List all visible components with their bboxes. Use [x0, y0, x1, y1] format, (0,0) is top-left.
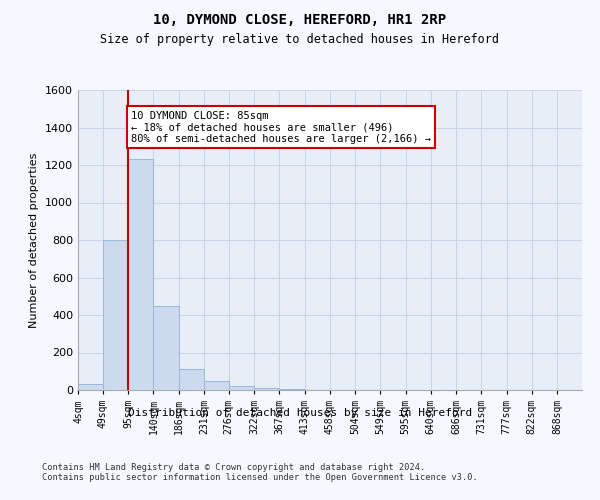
Bar	[154, 306, 179, 390]
Text: Distribution of detached houses by size in Hereford: Distribution of detached houses by size …	[128, 408, 472, 418]
Bar	[229, 386, 254, 390]
Text: Contains HM Land Registry data © Crown copyright and database right 2024.
Contai: Contains HM Land Registry data © Crown c…	[42, 462, 478, 482]
Text: Size of property relative to detached houses in Hereford: Size of property relative to detached ho…	[101, 32, 499, 46]
Bar	[254, 388, 279, 390]
Bar	[179, 370, 204, 390]
Bar	[78, 384, 103, 390]
Text: 10 DYMOND CLOSE: 85sqm
← 18% of detached houses are smaller (496)
80% of semi-de: 10 DYMOND CLOSE: 85sqm ← 18% of detached…	[131, 110, 431, 144]
Bar	[279, 388, 305, 390]
Text: 10, DYMOND CLOSE, HEREFORD, HR1 2RP: 10, DYMOND CLOSE, HEREFORD, HR1 2RP	[154, 12, 446, 26]
Bar	[204, 380, 229, 390]
Bar	[103, 240, 128, 390]
Y-axis label: Number of detached properties: Number of detached properties	[29, 152, 40, 328]
Bar	[128, 160, 154, 390]
